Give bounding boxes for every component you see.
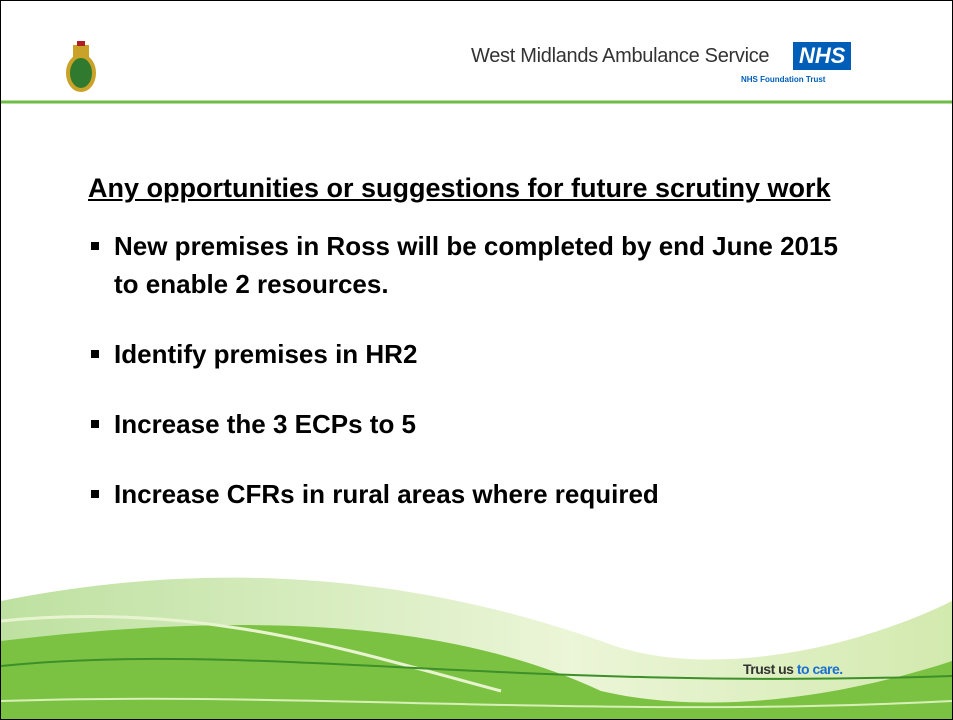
slide-title: Any opportunities or suggestions for fut… <box>88 173 831 204</box>
bullet: Increase the 3 ECPs to 5 <box>114 405 854 443</box>
bullet-list: New premises in Ross will be completed b… <box>114 227 854 545</box>
bullet: New premises in Ross will be completed b… <box>114 227 854 303</box>
slide: West Midlands Ambulance Service NHS NHS … <box>0 0 953 720</box>
org-name: West Midlands Ambulance Service <box>471 45 769 68</box>
bullet: Identify premises in HR2 <box>114 335 854 373</box>
bullet: Increase CFRs in rural areas where requi… <box>114 475 854 513</box>
tagline-part: to care. <box>797 661 843 677</box>
footer-waves <box>1 578 952 719</box>
crest <box>68 41 94 90</box>
tagline-part: Trust us <box>743 661 793 677</box>
nhs-logo: NHS <box>793 42 851 70</box>
trust-name: NHS Foundation Trust <box>741 75 825 84</box>
tagline: Trust us to care. <box>743 661 843 677</box>
